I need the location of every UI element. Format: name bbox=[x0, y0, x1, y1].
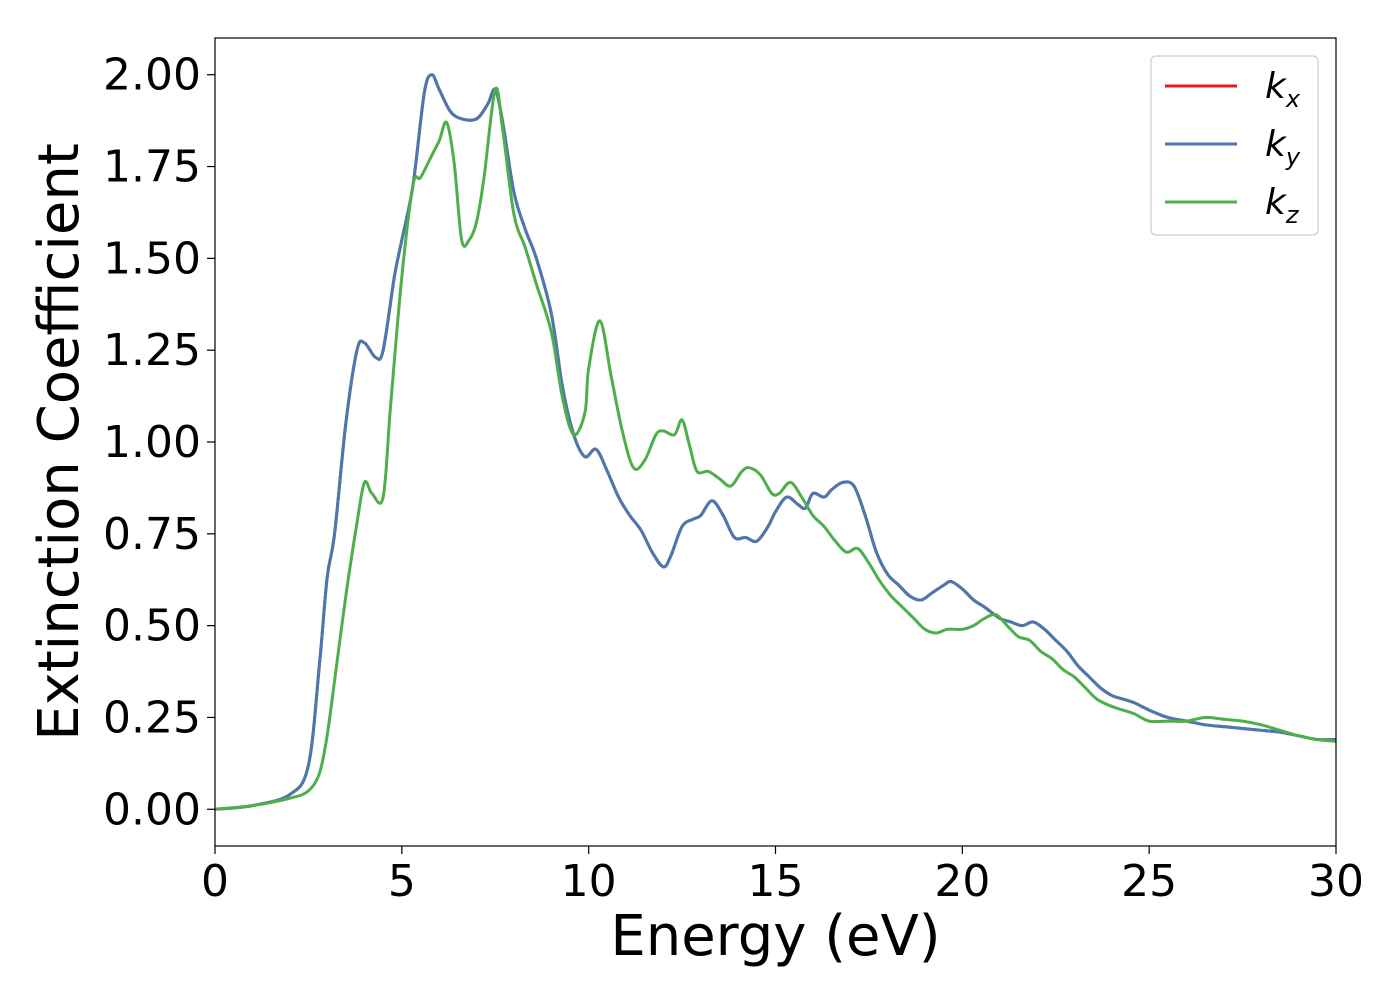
x-tick-label: 5 bbox=[388, 856, 416, 907]
axis-ticks: 0 5 10 15 20 25 30 0.00 0.25 0.50 0.75 1.00 1.25 1.50… bbox=[103, 50, 1364, 907]
y-tick-label: 0.50 bbox=[103, 601, 201, 652]
y-axis-label: Extinction Coefficient bbox=[27, 143, 92, 741]
y-tick-label: 1.25 bbox=[103, 325, 201, 376]
y-tick-label: 2.00 bbox=[103, 50, 201, 101]
legend-label-z: kz bbox=[1265, 182, 1300, 229]
legend: kx ky kz bbox=[1150, 55, 1319, 236]
legend-label-y: ky bbox=[1265, 124, 1301, 171]
x-tick-label: 25 bbox=[1121, 856, 1177, 907]
legend-label-x: kx bbox=[1265, 66, 1301, 113]
y-tick-label: 1.00 bbox=[103, 417, 201, 468]
y-tick-label: 0.75 bbox=[103, 509, 201, 560]
x-tick-label: 20 bbox=[934, 856, 990, 907]
y-tick-label: 1.75 bbox=[103, 142, 201, 193]
x-tick-label: 0 bbox=[201, 856, 229, 907]
series-layer bbox=[215, 73, 1336, 811]
x-tick-label: 15 bbox=[748, 856, 804, 907]
series-line-z bbox=[215, 86, 1336, 811]
series-line-y bbox=[215, 73, 1336, 811]
y-tick-label: 1.50 bbox=[103, 233, 201, 284]
y-tick-label: 0.00 bbox=[103, 784, 201, 835]
x-axis-label: Energy (eV) bbox=[610, 904, 940, 969]
y-tick-label: 0.25 bbox=[103, 692, 201, 743]
x-tick-label: 30 bbox=[1308, 856, 1364, 907]
x-tick-label: 10 bbox=[561, 856, 617, 907]
